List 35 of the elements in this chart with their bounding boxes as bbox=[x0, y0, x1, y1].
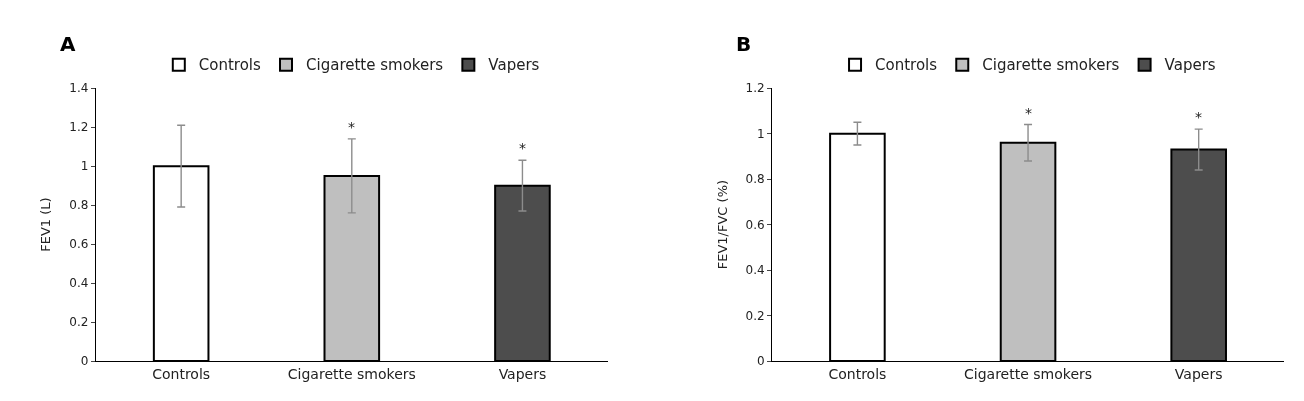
legend-label: Vapers bbox=[1164, 56, 1216, 75]
x-tick-label: Controls bbox=[152, 365, 211, 382]
y-tick-label: 1 bbox=[80, 159, 89, 174]
y-tick-label: 0.8 bbox=[745, 172, 765, 187]
y-tick-label: 1.2 bbox=[69, 120, 89, 135]
x-tick-label: Vapers bbox=[1174, 365, 1223, 382]
y-axis-title: FEV1 (L) bbox=[38, 197, 54, 252]
y-tick-label: 0.6 bbox=[69, 237, 89, 252]
annotation: * bbox=[519, 140, 526, 156]
chart-title: B bbox=[736, 32, 752, 56]
y-tick-label: 0.2 bbox=[69, 315, 89, 330]
legend-label: Cigarette smokers bbox=[982, 56, 1120, 75]
y-tick-label: 1.4 bbox=[69, 81, 89, 96]
y-tick-label: 0.4 bbox=[69, 276, 89, 291]
y-tick-label: 0.4 bbox=[745, 263, 765, 278]
y-tick-label: 0 bbox=[757, 354, 765, 369]
legend-label: Cigarette smokers bbox=[306, 56, 444, 75]
x-tick-label: Controls bbox=[828, 365, 887, 382]
y-tick-label: 1.2 bbox=[745, 81, 765, 96]
legend-label: Controls bbox=[198, 56, 262, 75]
y-tick-label: 0.2 bbox=[745, 308, 765, 323]
legend-label: Controls bbox=[875, 56, 938, 75]
y-tick-label: 0.6 bbox=[745, 217, 765, 232]
x-tick-label: Vapers bbox=[498, 365, 547, 382]
y-axis-title: FEV1/FVC (%) bbox=[714, 179, 730, 270]
y-tick-label: 0 bbox=[80, 354, 89, 369]
x-tick-label: Cigarette smokers bbox=[287, 365, 416, 382]
annotation: * bbox=[1025, 105, 1032, 121]
y-tick-label: 1 bbox=[757, 126, 765, 141]
x-tick-label: Cigarette smokers bbox=[964, 365, 1093, 382]
legend-label: Vapers bbox=[488, 56, 540, 75]
y-tick-label: 0.8 bbox=[69, 198, 89, 213]
annotation: * bbox=[1195, 109, 1202, 125]
chart-title: A bbox=[60, 32, 76, 56]
annotation: * bbox=[348, 119, 355, 135]
